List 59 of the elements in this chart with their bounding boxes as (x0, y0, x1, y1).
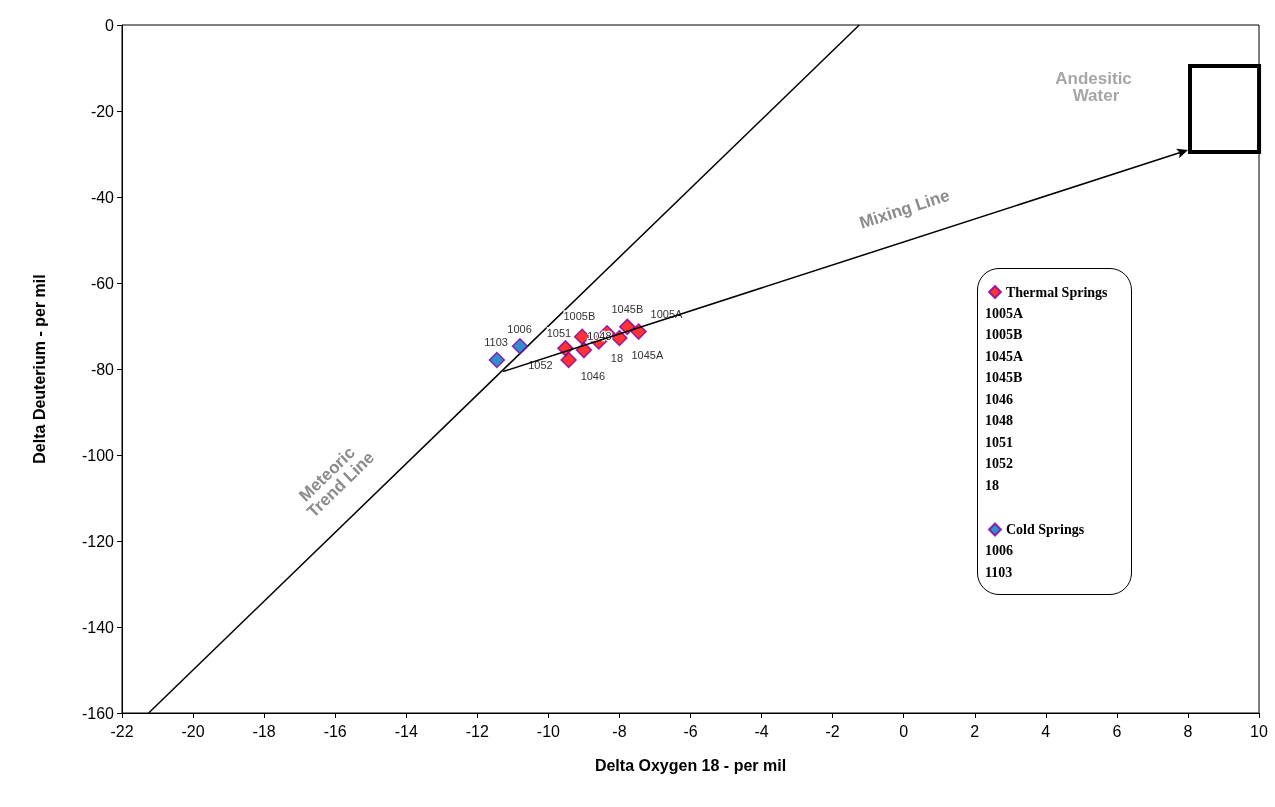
y-tick-label: -100 (81, 446, 115, 464)
x-tick-label: 8 (1183, 722, 1193, 740)
x-tick-label: -6 (683, 722, 698, 740)
legend-label: Cold Springs (1006, 522, 1085, 537)
y-tick-label: -60 (90, 274, 115, 292)
y-tick-label: 0 (105, 16, 115, 34)
x-tick-label: -12 (465, 722, 489, 740)
annotation: 1051 (985, 434, 1013, 450)
x-tick-label: 4 (1041, 722, 1051, 740)
x-tick-label: -10 (536, 722, 561, 740)
x-tick-label: -22 (110, 722, 134, 740)
point (611, 329, 628, 347)
y-tick-label: -80 (90, 360, 115, 378)
annotation: 1005A (985, 305, 1024, 321)
annotation: 1052 (528, 358, 553, 371)
annotation: Mixing Line (857, 185, 952, 233)
x-tick-label: 2 (970, 722, 980, 740)
annotation: 1048 (985, 413, 1013, 428)
annotation: 1103 (985, 564, 1013, 580)
point (511, 337, 529, 355)
annotation: 1051 (546, 326, 572, 339)
point (619, 318, 636, 336)
annotation: 1045A (985, 348, 1024, 364)
x-tick-label: -20 (181, 722, 205, 740)
x-tick-label: -14 (394, 722, 418, 740)
annotation: 1005B (985, 327, 1023, 342)
annotation: 1005B (563, 309, 596, 322)
x-tick-label: -8 (612, 722, 627, 740)
annotation: 1045B (985, 370, 1023, 385)
y-tick-label: -40 (90, 188, 115, 206)
annotation: 1046 (985, 391, 1013, 407)
annotation: 1045B (611, 303, 644, 316)
x-tick-label: -2 (825, 722, 840, 740)
point (560, 351, 577, 369)
y-tick-label: -140 (81, 618, 115, 636)
annotation: 1045A (631, 348, 664, 361)
point (488, 351, 506, 369)
y-tick-label: -160 (81, 704, 115, 722)
annotation: 1005A (650, 308, 684, 321)
annotation: 18 (610, 351, 624, 364)
x-axis-title: Delta Oxygen 18 - per mil (594, 756, 787, 774)
point (575, 341, 593, 359)
x-tick-label: 10 (1250, 722, 1268, 740)
y-tick-label: -20 (90, 102, 115, 120)
x-tick-label: 6 (1112, 722, 1122, 740)
y-tick-label: -120 (81, 532, 115, 550)
y-axis-title: Delta Deuterium - per mil (30, 274, 48, 464)
annotation: 18 (985, 477, 999, 493)
annotation: 1006 (507, 322, 532, 335)
annotation: Andesitic Water (1055, 68, 1137, 105)
x-tick-label: -4 (754, 722, 769, 740)
x-tick-label: -16 (323, 722, 347, 740)
x-tick-label: 0 (899, 722, 909, 740)
legend-label: Thermal Springs (1006, 284, 1109, 300)
x-tick-label: -18 (252, 722, 276, 740)
annotation: 1006 (985, 543, 1013, 558)
annotation: 1046 (580, 370, 606, 383)
annotation: 1052 (985, 456, 1013, 471)
annotation: 1103 (484, 336, 508, 349)
